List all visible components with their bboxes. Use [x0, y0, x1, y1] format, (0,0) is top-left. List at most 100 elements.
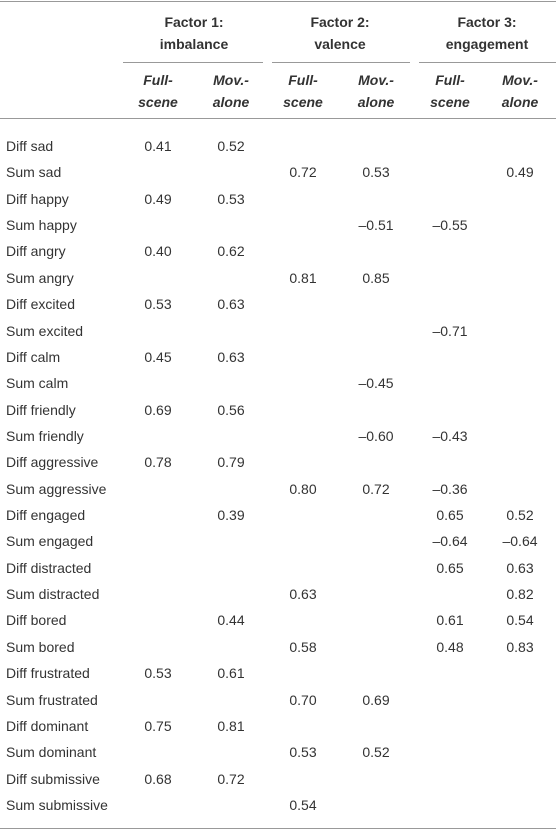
- cell-value: 0.69: [144, 401, 172, 418]
- row-label: Sum sad: [6, 164, 62, 181]
- cell-value: 0.65: [436, 559, 464, 576]
- cell-value: 0.75: [144, 717, 172, 734]
- factor-header: Factor 1:: [164, 14, 224, 30]
- cell-value: 0.56: [217, 401, 245, 418]
- column-header: Mov.-: [502, 72, 538, 88]
- cell-value: 0.82: [506, 586, 534, 603]
- cell-value: 0.58: [289, 638, 317, 655]
- cell-value: –0.45: [358, 375, 394, 392]
- column-header: scene: [283, 94, 323, 110]
- row-label: Diff submissive: [6, 770, 100, 787]
- row-label: Sum angry: [6, 269, 74, 286]
- column-header: Full-: [435, 72, 465, 88]
- factor-header: engagement: [445, 36, 529, 52]
- cell-value: 0.63: [506, 559, 534, 576]
- row-label: Sum distracted: [6, 586, 100, 603]
- factor-header: Factor 3:: [457, 14, 517, 30]
- factor-header: valence: [314, 36, 366, 52]
- row-label: Diff engaged: [6, 507, 86, 524]
- top-rule: [0, 1, 556, 2]
- cell-value: 0.85: [362, 269, 390, 286]
- cell-value: –0.64: [432, 533, 468, 550]
- cell-value: 0.53: [362, 164, 390, 181]
- cell-value: –0.43: [432, 427, 468, 444]
- row-label: Sum friendly: [6, 427, 84, 444]
- row-label: Diff excited: [6, 296, 75, 313]
- cell-value: 0.80: [289, 480, 317, 497]
- cell-value: 0.44: [217, 612, 245, 629]
- cell-value: 0.54: [506, 612, 534, 629]
- cell-value: 0.54: [289, 797, 317, 813]
- factor-header: imbalance: [159, 36, 229, 52]
- cell-value: –0.71: [432, 322, 468, 339]
- cell-value: 0.49: [144, 190, 172, 207]
- row-label: Sum bored: [6, 638, 75, 655]
- header-underline: [272, 62, 410, 63]
- factor-header: Factor 2:: [310, 14, 370, 30]
- cell-value: –0.60: [358, 427, 394, 444]
- row-label: Diff dominant: [6, 717, 89, 734]
- cell-value: 0.68: [144, 770, 172, 787]
- row-label: Sum aggressive: [6, 480, 107, 497]
- bottom-rule: [0, 828, 556, 829]
- cell-value: 0.48: [436, 638, 464, 655]
- column-header: Full-: [143, 72, 173, 88]
- cell-value: –0.51: [358, 217, 394, 234]
- cell-value: 0.53: [144, 665, 172, 682]
- cell-value: 0.61: [217, 665, 245, 682]
- cell-value: 0.61: [436, 612, 464, 629]
- cell-value: –0.55: [432, 217, 468, 234]
- cell-value: 0.81: [217, 717, 245, 734]
- cell-value: 0.81: [289, 269, 317, 286]
- cell-value: 0.52: [506, 507, 534, 524]
- cell-value: 0.41: [144, 138, 172, 154]
- column-header: Mov.-: [358, 72, 394, 88]
- row-label: Sum calm: [6, 375, 69, 392]
- cell-value: 0.70: [289, 691, 317, 708]
- cell-value: 0.72: [289, 164, 317, 181]
- cell-value: –0.64: [502, 533, 538, 550]
- header-rule: [0, 118, 556, 119]
- row-label: Diff aggressive: [6, 454, 99, 471]
- column-header: scene: [138, 94, 178, 110]
- cell-value: 0.78: [144, 454, 172, 471]
- row-label: Diff happy: [6, 190, 69, 207]
- row-label: Diff angry: [6, 243, 66, 260]
- column-header: Mov.-: [213, 72, 249, 88]
- row-label: Diff distracted: [6, 559, 92, 576]
- cell-value: 0.83: [506, 638, 534, 655]
- row-label: Sum happy: [6, 217, 77, 234]
- cell-value: 0.52: [217, 138, 245, 154]
- header-underline: [419, 62, 556, 63]
- cell-value: 0.53: [144, 296, 172, 313]
- row-label: Diff friendly: [6, 401, 76, 418]
- cell-value: 0.63: [217, 348, 245, 365]
- cell-value: 0.40: [144, 243, 172, 260]
- cell-value: –0.36: [432, 480, 468, 497]
- column-header: scene: [430, 94, 470, 110]
- row-label: Diff calm: [6, 348, 61, 365]
- cell-value: 0.45: [144, 348, 172, 365]
- row-label: Sum frustrated: [6, 691, 98, 708]
- column-header: Full-: [288, 72, 318, 88]
- header-underline: [123, 62, 263, 63]
- column-header: alone: [212, 94, 250, 110]
- cell-value: 0.39: [217, 507, 245, 524]
- cell-value: 0.53: [217, 190, 245, 207]
- cell-value: 0.49: [506, 164, 534, 181]
- row-label: Sum engaged: [6, 533, 94, 550]
- cell-value: 0.52: [362, 744, 390, 761]
- row-label: Sum dominant: [6, 744, 97, 761]
- cell-value: 0.53: [289, 744, 317, 761]
- cell-value: 0.69: [362, 691, 390, 708]
- cell-value: 0.72: [362, 480, 390, 497]
- row-label: Diff sad: [6, 138, 54, 154]
- row-label: Sum excited: [6, 322, 84, 339]
- cell-value: 0.63: [217, 296, 245, 313]
- cell-value: 0.65: [436, 507, 464, 524]
- column-header: alone: [501, 94, 539, 110]
- cell-value: 0.79: [217, 454, 245, 471]
- row-label: Sum submissive: [6, 797, 108, 813]
- column-header: alone: [357, 94, 395, 110]
